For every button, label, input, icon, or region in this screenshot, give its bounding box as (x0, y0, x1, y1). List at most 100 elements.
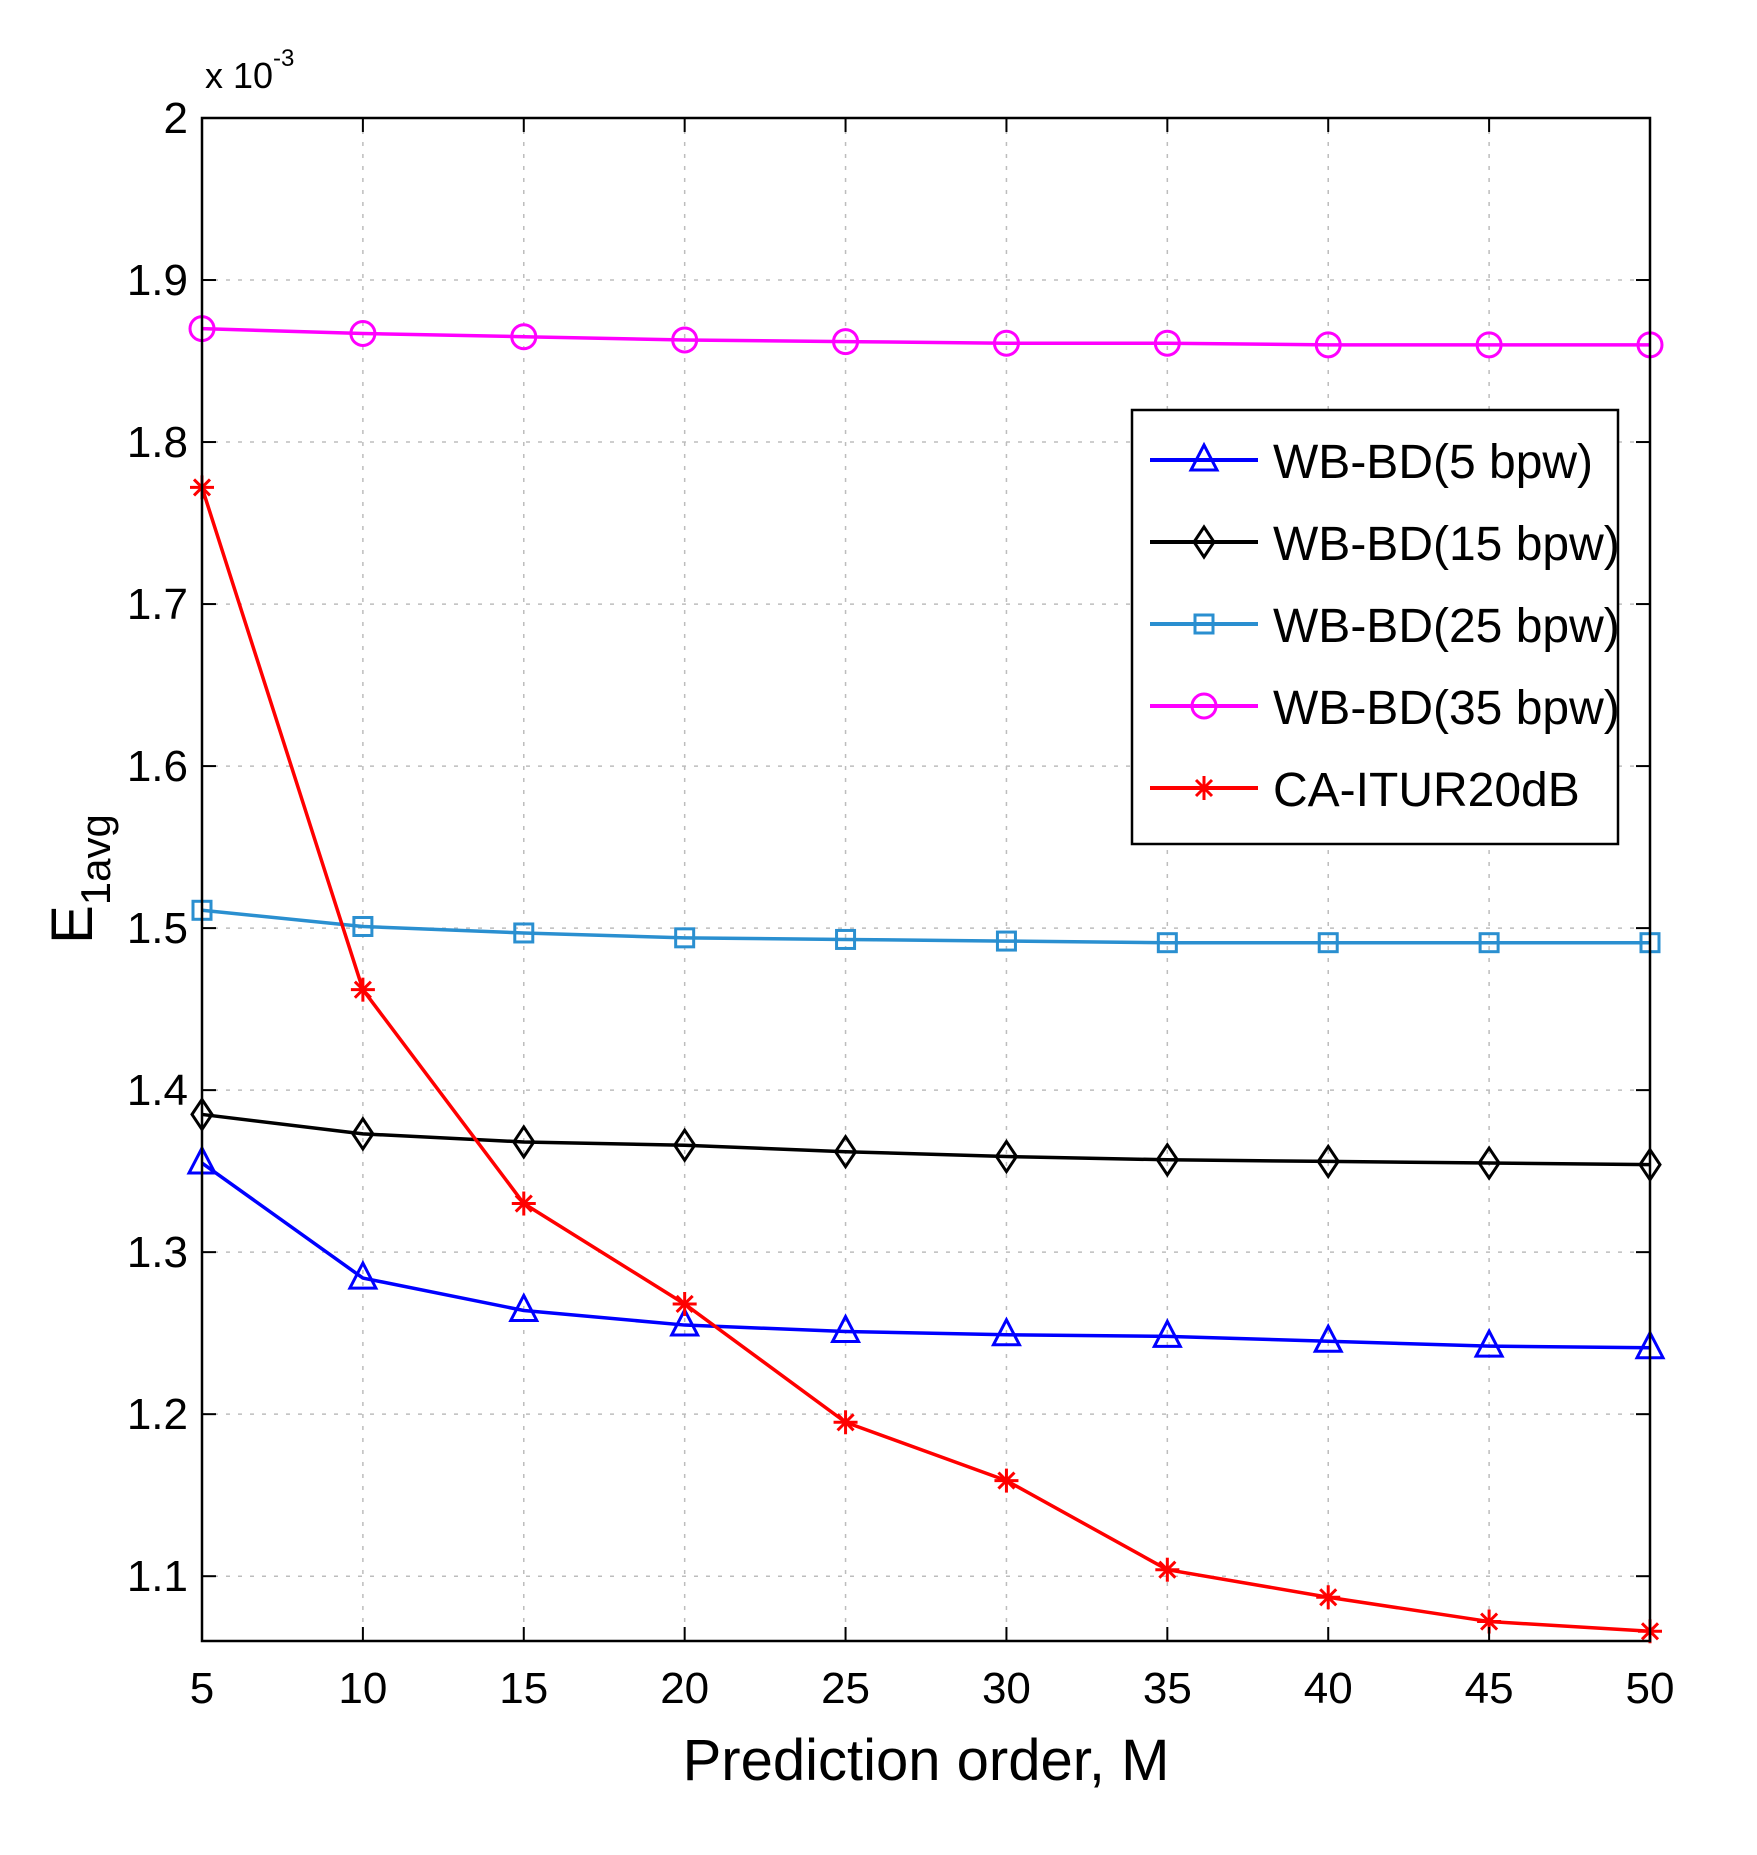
x-tick-label: 20 (660, 1664, 709, 1713)
y-tick-label: 1.3 (127, 1228, 188, 1277)
data-point-square (1317, 932, 1339, 954)
star-stroke (997, 1471, 1016, 1490)
y-tick-label: 1.1 (127, 1552, 188, 1601)
series-line (201, 326, 1650, 347)
data-point-diamond (672, 1127, 697, 1163)
series-layer (186, 315, 1666, 1644)
data-point-circle (349, 319, 377, 347)
series-2 (191, 899, 1661, 954)
star-stroke (836, 1413, 855, 1432)
y-tick-label: 1.7 (127, 580, 188, 629)
series-3 (188, 315, 1664, 359)
star-stroke (1158, 1560, 1177, 1579)
data-point-square (1156, 932, 1178, 954)
data-point-circle (510, 323, 538, 351)
data-point-square (835, 928, 857, 950)
data-point-square (1478, 932, 1500, 954)
y-tick-label: 1.4 (127, 1066, 188, 1115)
y-axis-label: E1avg (40, 814, 119, 944)
data-point-star (672, 1291, 697, 1316)
legend-label: WB-BD(15 bpw) (1273, 518, 1620, 571)
data-point-star (833, 1410, 858, 1435)
data-point-star (1477, 1609, 1502, 1634)
x-tick-label: 15 (499, 1664, 548, 1713)
data-point-star (1155, 1557, 1180, 1582)
legend-marker-circle (1190, 692, 1218, 720)
data-point-diamond (1155, 1142, 1180, 1178)
legend-marker-square (1193, 613, 1215, 635)
data-point-circle (1475, 331, 1503, 359)
x-tick-label: 35 (1143, 1664, 1192, 1713)
legend-entry: WB-BD(15 bpw) (1150, 518, 1620, 571)
legend-label: WB-BD(35 bpw) (1273, 682, 1620, 735)
data-point-triangle (1312, 1323, 1344, 1353)
series-4 (190, 475, 1662, 1644)
data-point-square (995, 930, 1017, 952)
star-stroke (1480, 1612, 1499, 1631)
star-stroke (1319, 1588, 1338, 1607)
star-stroke (675, 1294, 694, 1314)
series-line (201, 908, 1650, 945)
data-point-circle (671, 326, 699, 354)
data-point-triangle (347, 1259, 379, 1290)
data-point-diamond (351, 1116, 375, 1152)
data-point-triangle (508, 1292, 540, 1322)
data-point-diamond (511, 1124, 536, 1160)
data-point-triangle (669, 1306, 701, 1337)
data-point-circle (1153, 329, 1181, 357)
data-point-circle (1314, 331, 1342, 359)
data-point-diamond (994, 1138, 1019, 1175)
legend-label: CA-ITUR20dB (1273, 764, 1580, 817)
legend-entry: CA-ITUR20dB (1150, 764, 1580, 817)
series-line (200, 1161, 1651, 1350)
ticks: 5 10 15 20 25 30 35 40 45 50 1.1 1.2 1.3 1.4 1.5 1.6 1.7… (127, 94, 1675, 1713)
legend-entry: WB-BD(5 bpw) (1150, 436, 1593, 489)
y-tick-label: 1.5 (127, 904, 188, 953)
x-tick-label: 25 (821, 1664, 870, 1713)
data-point-star (1316, 1585, 1341, 1610)
legend-label: WB-BD(5 bpw) (1273, 436, 1593, 489)
x-tick-label: 45 (1465, 1664, 1514, 1713)
data-point-star (350, 977, 375, 1002)
legend: WB-BD(5 bpw) WB-BD(15 bpw) WB-BD(25 bpw) WB… (1130, 408, 1620, 846)
x-tick-label: 30 (982, 1664, 1031, 1713)
star-stroke (514, 1194, 533, 1213)
data-point-square (513, 922, 535, 944)
plot-frame (200, 116, 1652, 1643)
data-point-triangle (990, 1316, 1022, 1347)
y-tick-label: 2 (164, 94, 188, 143)
data-point-star (511, 1191, 536, 1216)
x-tick-label: 50 (1626, 1664, 1675, 1713)
y-tick-label: 1.6 (127, 742, 188, 791)
series-1 (190, 1096, 1662, 1183)
legend-marker-triangle (1188, 441, 1220, 472)
legend-entry: WB-BD(35 bpw) (1150, 682, 1620, 735)
y-exponent-label: x 10-3 (205, 45, 294, 96)
data-point-diamond (1316, 1143, 1341, 1180)
data-point-circle (992, 329, 1020, 357)
x-tick-label: 40 (1304, 1664, 1353, 1713)
x-tick-label: 5 (190, 1664, 214, 1713)
data-point-diamond (833, 1133, 858, 1170)
legend-entry: WB-BD(25 bpw) (1150, 600, 1620, 653)
legend-marker-diamond (1192, 524, 1216, 560)
legend-label: WB-BD(25 bpw) (1273, 600, 1620, 653)
data-point-triangle (1473, 1327, 1505, 1358)
data-point-star (994, 1468, 1019, 1493)
legend-entries: WB-BD(5 bpw) WB-BD(15 bpw) WB-BD(25 bpw) WB… (1150, 436, 1620, 817)
legend-marker-star (1192, 776, 1216, 800)
x-tick-label: 10 (338, 1664, 387, 1713)
data-point-triangle (830, 1313, 862, 1344)
star-stroke (1194, 778, 1214, 798)
series-line (201, 1112, 1651, 1167)
data-point-diamond (1477, 1145, 1501, 1181)
series-0 (186, 1144, 1666, 1360)
y-tick-label: 1.8 (127, 418, 188, 467)
star-stroke (353, 980, 372, 999)
data-point-square (674, 927, 696, 949)
x-axis-label: Prediction order, M (683, 1728, 1170, 1793)
series-line (200, 486, 1651, 1634)
y-tick-label: 1.9 (127, 256, 188, 305)
data-point-triangle (1151, 1318, 1183, 1348)
